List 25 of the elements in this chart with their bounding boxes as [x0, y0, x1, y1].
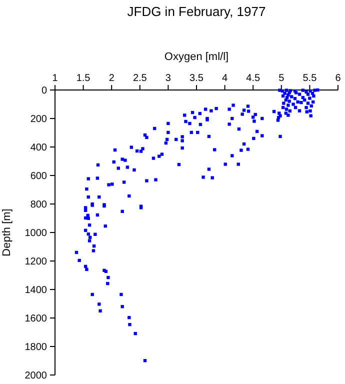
y-tick-label: 600 — [30, 171, 48, 182]
x-tick-label: 4.5 — [246, 73, 260, 84]
x-tick-label: 2 — [108, 73, 115, 84]
y-tick-label: 1600 — [24, 314, 48, 324]
x-tick-label: 6 — [335, 73, 342, 84]
x-tick-label: 4 — [222, 73, 228, 84]
y-tick-label: 1400 — [24, 285, 48, 296]
y-tick-label: 200 — [30, 114, 48, 125]
x-tick-label: 5 — [278, 73, 285, 84]
y-tick-label: 1800 — [24, 342, 48, 353]
x-tick-label: 1 — [52, 73, 58, 84]
y-tick-label: 2000 — [24, 370, 48, 382]
x-tick-label: 3.5 — [190, 73, 204, 84]
x-tick-label: 5.5 — [302, 73, 318, 84]
y-tick-label: 1200 — [24, 256, 48, 268]
y-tick-label: 1000 — [24, 228, 48, 239]
y-tick-label: 800 — [30, 200, 48, 210]
x-tick-label: 1.5 — [76, 73, 91, 84]
y-axis-title: Depth [m] — [1, 208, 13, 256]
x-axis-title: Oxygen [ml/l] — [164, 51, 229, 63]
x-tick-label: 3 — [165, 73, 172, 84]
y-tick-label: 400 — [30, 142, 48, 154]
x-tick-label: 2.5 — [132, 73, 148, 84]
chart-title: JFDG in February, 1977 — [127, 4, 266, 19]
y-tick-label: 0 — [41, 86, 48, 96]
